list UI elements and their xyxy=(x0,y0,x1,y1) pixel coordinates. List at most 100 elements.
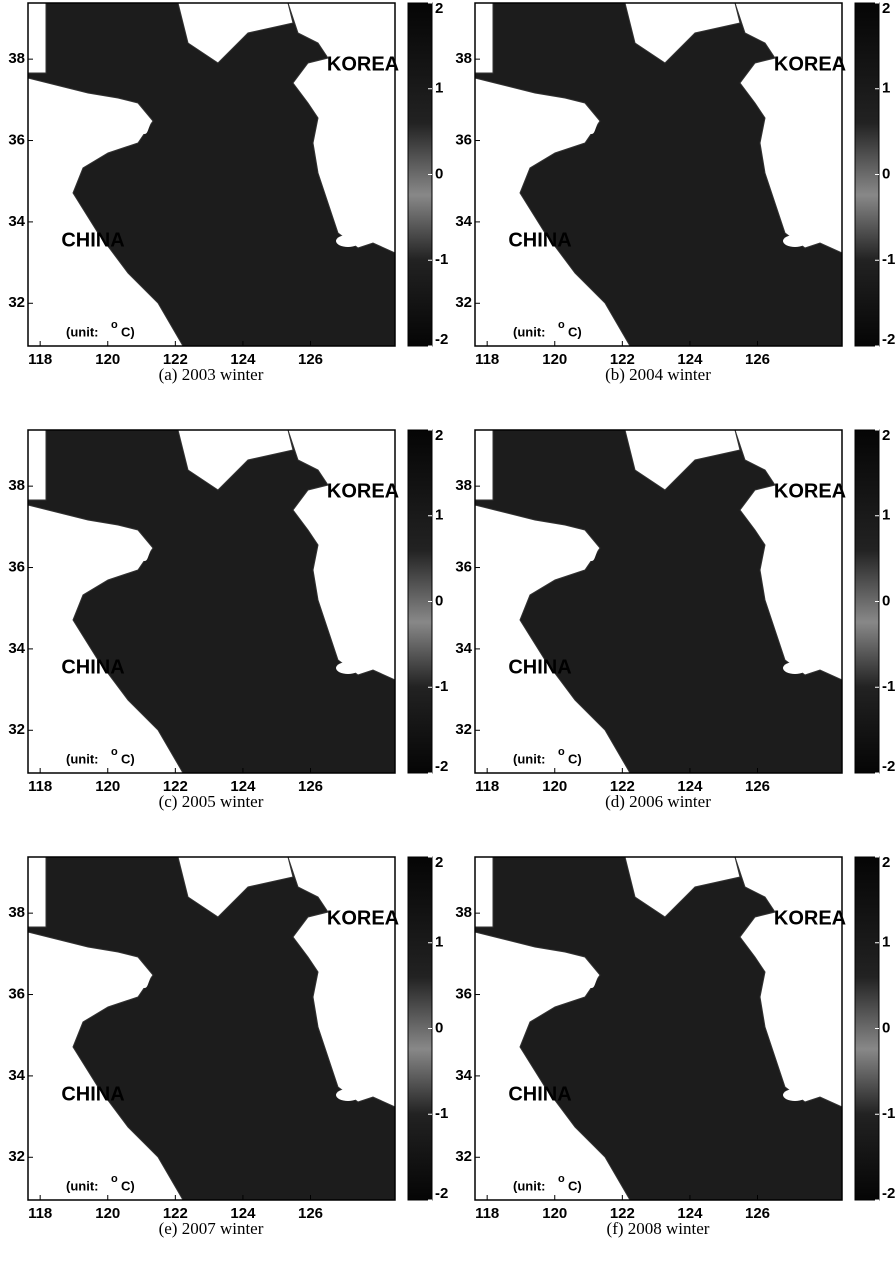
land xyxy=(28,3,46,73)
colorbar-tick-label: -1 xyxy=(882,678,895,695)
y-tick-label: 32 xyxy=(8,1148,25,1165)
korea-label: KOREA xyxy=(327,53,399,75)
year-label: 2006 xyxy=(514,565,552,584)
island xyxy=(783,235,807,247)
colorbar-tick-label: 0 xyxy=(882,1019,890,1036)
land xyxy=(28,430,46,500)
y-tick-label: 32 xyxy=(455,1148,472,1165)
china-label: CHINA xyxy=(508,229,571,251)
y-tick-label: 34 xyxy=(8,1067,25,1084)
caption: (b) 2004 winter xyxy=(605,365,711,384)
island xyxy=(783,662,807,674)
colorbar-tick-label: 2 xyxy=(435,854,443,871)
unit-prefix: (unit: xyxy=(66,324,98,339)
unit-prefix: (unit: xyxy=(513,324,545,339)
colorbar-tick-label: 2 xyxy=(882,427,890,444)
colorbar-tick-label: 0 xyxy=(435,592,443,609)
sst-label: SST anomaly xyxy=(45,542,152,561)
unit-prefix: (unit: xyxy=(513,1178,545,1193)
colorbar-tick-label: 1 xyxy=(882,80,890,97)
unit-suffix: C) xyxy=(568,324,582,339)
colorbar-tick-label: 0 xyxy=(435,165,443,182)
year-label: 2003 xyxy=(67,138,105,157)
x-tick-label: 126 xyxy=(298,351,323,368)
x-tick-label: 118 xyxy=(475,1205,499,1222)
x-tick-label: 120 xyxy=(542,778,567,795)
china-label: CHINA xyxy=(61,1083,124,1105)
sst-label: SST anomaly xyxy=(492,969,599,988)
x-tick-label: 120 xyxy=(95,778,120,795)
korea-label: KOREA xyxy=(774,480,846,502)
y-tick-label: 34 xyxy=(8,640,25,657)
year-label: 2007 xyxy=(67,992,105,1011)
figure: KOREACHINASST anomaly2003(unit:oC)118120… xyxy=(0,0,896,1274)
korea-label: KOREA xyxy=(327,480,399,502)
x-tick-label: 120 xyxy=(542,1205,567,1222)
y-tick-label: 38 xyxy=(8,50,25,67)
x-tick-label: 118 xyxy=(475,351,499,368)
unit-degree: o xyxy=(558,319,565,331)
x-tick-label: 126 xyxy=(745,351,770,368)
unit-degree: o xyxy=(111,1173,118,1185)
island xyxy=(336,235,360,247)
y-tick-label: 34 xyxy=(455,1067,472,1084)
x-tick-label: 118 xyxy=(28,351,52,368)
year-label: 2005 xyxy=(67,565,105,584)
sst-label: SST anomaly xyxy=(492,115,599,134)
colorbar-tick-label: -1 xyxy=(435,251,448,268)
panel: KOREACHINASST anomaly2007(unit:oC)118120… xyxy=(8,854,448,1238)
unit-prefix: (unit: xyxy=(513,751,545,766)
y-tick-label: 32 xyxy=(455,294,472,311)
colorbar-tick-label: -1 xyxy=(435,1105,448,1122)
panel: KOREACHINASST anomaly2005(unit:oC)118120… xyxy=(8,427,448,811)
china-label: CHINA xyxy=(508,656,571,678)
colorbar-tick-label: -2 xyxy=(882,331,895,348)
caption: (c) 2005 winter xyxy=(159,792,264,811)
x-tick-label: 126 xyxy=(298,1205,323,1222)
unit-suffix: C) xyxy=(568,751,582,766)
unit-degree: o xyxy=(111,319,118,331)
y-tick-label: 36 xyxy=(455,558,472,575)
unit-suffix: C) xyxy=(121,324,135,339)
caption: (f) 2008 winter xyxy=(607,1219,710,1238)
y-tick-label: 36 xyxy=(8,985,25,1002)
y-tick-label: 38 xyxy=(8,477,25,494)
sst-label: SST anomaly xyxy=(45,115,152,134)
sst-label: SST anomaly xyxy=(45,969,152,988)
unit-degree: o xyxy=(558,746,565,758)
colorbar-tick-label: 2 xyxy=(435,427,443,444)
y-tick-label: 36 xyxy=(8,558,25,575)
land xyxy=(28,857,46,927)
colorbar-tick-label: 1 xyxy=(435,80,443,97)
colorbar-tick-label: 1 xyxy=(882,934,890,951)
y-tick-label: 36 xyxy=(8,131,25,148)
island xyxy=(783,1089,807,1101)
x-tick-label: 126 xyxy=(745,1205,770,1222)
y-tick-label: 34 xyxy=(8,213,25,230)
china-label: CHINA xyxy=(61,656,124,678)
unit-suffix: C) xyxy=(568,1178,582,1193)
y-tick-label: 34 xyxy=(455,213,472,230)
y-tick-label: 36 xyxy=(455,131,472,148)
unit-suffix: C) xyxy=(121,1178,135,1193)
y-tick-label: 34 xyxy=(455,640,472,657)
colorbar-tick-label: 1 xyxy=(435,507,443,524)
x-tick-label: 126 xyxy=(745,778,770,795)
colorbar-tick-label: -2 xyxy=(882,758,895,775)
panel: KOREACHINASST anomaly2003(unit:oC)118120… xyxy=(8,0,448,384)
y-tick-label: 36 xyxy=(455,985,472,1002)
x-tick-label: 120 xyxy=(95,351,120,368)
colorbar-tick-label: 0 xyxy=(882,592,890,609)
x-tick-label: 126 xyxy=(298,778,323,795)
colorbar-tick-label: -1 xyxy=(882,251,895,268)
island xyxy=(336,1089,360,1101)
china-label: CHINA xyxy=(508,1083,571,1105)
caption: (d) 2006 winter xyxy=(605,792,711,811)
year-label: 2004 xyxy=(514,138,552,157)
colorbar-tick-label: 2 xyxy=(882,854,890,871)
korea-label: KOREA xyxy=(774,907,846,929)
land xyxy=(475,857,493,927)
